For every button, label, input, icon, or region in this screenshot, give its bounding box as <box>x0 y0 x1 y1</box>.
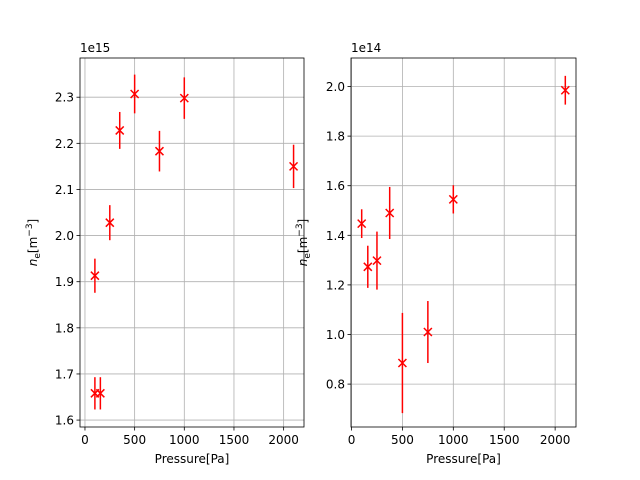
y-tick-label: 2.0 <box>55 229 74 243</box>
data-point <box>448 194 458 204</box>
y-tick-label: 2.2 <box>55 137 74 151</box>
marker-stroke <box>423 327 433 337</box>
x-axis-label: Pressure[Pa] <box>155 452 230 466</box>
data-point <box>560 85 570 95</box>
marker-stroke <box>448 194 458 204</box>
offset-text: 1e14 <box>351 41 381 55</box>
y-tick-label: 2.1 <box>55 183 74 197</box>
y-tick-label: 1.4 <box>326 229 345 243</box>
y-label-unit: [m <box>26 237 40 253</box>
marker-stroke <box>385 208 395 218</box>
y-tick-label: 1.6 <box>55 414 74 428</box>
y-label-sub: e <box>303 253 313 259</box>
marker-stroke <box>372 256 382 266</box>
x-tick-label: 0 <box>348 433 356 447</box>
y-tick-label: 2.0 <box>326 80 345 94</box>
y-label-sub: e <box>33 253 43 259</box>
y-tick-label: 0.8 <box>326 378 345 392</box>
data-point <box>372 256 382 266</box>
x-tick-label: 1500 <box>489 433 520 447</box>
data-point <box>397 358 407 368</box>
marker-stroke <box>95 388 105 398</box>
y-tick-label: 1.6 <box>326 179 345 193</box>
y-tick-label: 1.7 <box>55 367 74 381</box>
x-tick-label: 1500 <box>219 433 250 447</box>
y-label-close: ] <box>26 219 40 224</box>
y-label-main: n <box>296 259 310 267</box>
data-point <box>179 93 189 103</box>
y-label-close: ] <box>296 219 310 224</box>
marker-stroke <box>397 358 407 368</box>
data-point <box>130 89 140 99</box>
data-point <box>423 327 433 337</box>
chart-left: 0 500 1000 1500 2000 1.6 1.7 1.8 1.9 2.0 2.1 2.2 2.3… <box>25 41 305 466</box>
y-tick-label: 1.2 <box>326 278 345 292</box>
data-point <box>385 208 395 218</box>
data-point <box>357 219 367 229</box>
y-axis-label: ne[m−3] <box>295 219 313 267</box>
x-tick-label: 1000 <box>169 433 200 447</box>
axes-frame <box>350 57 577 428</box>
y-label-exp: −3 <box>25 223 35 236</box>
marker-stroke <box>90 271 100 281</box>
data-point <box>105 218 115 228</box>
marker-stroke <box>130 89 140 99</box>
marker-stroke <box>154 146 164 156</box>
data-point <box>289 161 299 171</box>
y-axis-label: ne[m−3] <box>25 219 43 267</box>
data-point <box>115 125 125 135</box>
y-tick-label: 2.3 <box>55 91 74 105</box>
y-label-main: n <box>26 259 40 267</box>
grid <box>351 58 576 427</box>
y-tick-label: 1.9 <box>55 275 74 289</box>
y-label-unit: [m <box>296 237 310 253</box>
y-tick-label: 1.8 <box>55 321 74 335</box>
axes-frame <box>79 57 305 428</box>
x-axis-label: Pressure[Pa] <box>426 452 501 466</box>
y-tick-label: 1.0 <box>326 328 345 342</box>
x-tick-label: 500 <box>391 433 414 447</box>
y-label-exp: −3 <box>295 223 305 236</box>
data-point <box>90 271 100 281</box>
grid <box>80 58 304 427</box>
marker-stroke <box>560 85 570 95</box>
offset-text: 1e15 <box>80 41 110 55</box>
data-point <box>95 388 105 398</box>
x-tick-label: 0 <box>81 433 89 447</box>
marker-stroke <box>179 93 189 103</box>
y-tick-label: 1.8 <box>326 130 345 144</box>
x-tick-label: 2000 <box>268 433 299 447</box>
x-tick-label: 500 <box>123 433 146 447</box>
marker-stroke <box>105 218 115 228</box>
data-point <box>363 262 373 272</box>
marker-stroke <box>363 262 373 272</box>
marker-stroke <box>115 125 125 135</box>
x-tick-label: 2000 <box>540 433 571 447</box>
marker-stroke <box>289 161 299 171</box>
marker-stroke <box>357 219 367 229</box>
x-tick-label: 1000 <box>438 433 469 447</box>
chart-right: 0 500 1000 1500 2000 0.8 1.0 1.2 1.4 1.6 1.8 2.0 1e1… <box>295 41 577 466</box>
data-point <box>154 146 164 156</box>
